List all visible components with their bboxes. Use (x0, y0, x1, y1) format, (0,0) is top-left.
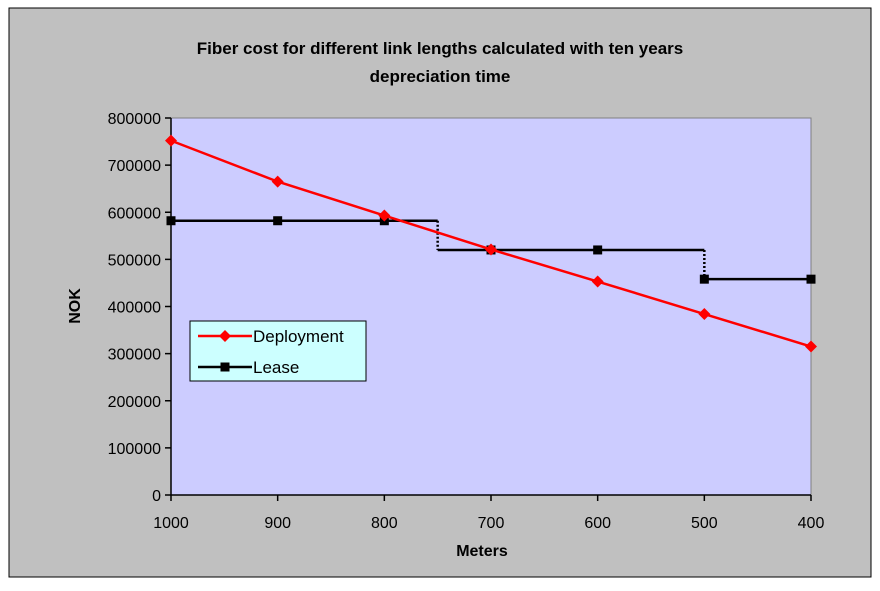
series-layer (165, 134, 817, 353)
legend: Deployment Lease (189, 320, 367, 382)
y-tick-label: 200000 (108, 394, 161, 411)
data-point-marker (591, 275, 604, 288)
data-point-marker (593, 245, 603, 255)
y-tick-label: 400000 (108, 300, 161, 317)
legend-box (189, 320, 367, 382)
chart-title-line-2: depreciation time (370, 67, 511, 86)
y-tick-label: 300000 (108, 347, 161, 364)
data-point-marker (271, 175, 284, 188)
plot-area (170, 117, 812, 496)
legend-marker (220, 362, 230, 372)
y-tick-label: 600000 (108, 205, 161, 222)
y-tick-label: 800000 (108, 111, 161, 128)
legend-marker (219, 330, 231, 342)
x-tick-label: 700 (478, 515, 505, 532)
series-deployment (165, 134, 817, 353)
y-tick-label: 100000 (108, 441, 161, 458)
y-tick-label: 0 (152, 488, 161, 505)
chart-title-line-1: Fiber cost for different link lengths ca… (197, 39, 684, 58)
x-tick-label: 800 (371, 515, 398, 532)
y-tick-label: 700000 (108, 158, 161, 175)
x-tick-label: 500 (691, 515, 718, 532)
y-axis-label: NOK (67, 288, 84, 324)
data-point-marker (273, 216, 283, 226)
data-point-marker (166, 216, 176, 226)
data-point-marker (485, 243, 497, 256)
legend-label: Deployment (253, 327, 344, 346)
x-tick-label: 1000 (153, 515, 189, 532)
x-axis: 1000 900 800 700 600 500 400 (153, 494, 825, 532)
x-axis-label: Meters (456, 543, 508, 560)
data-point-marker (165, 134, 177, 147)
data-point-marker (699, 274, 709, 284)
data-point-marker (806, 274, 816, 284)
y-axis: 0 100000 200000 300000 400000 500000 600000 700… (108, 111, 172, 505)
legend-label: Lease (253, 358, 299, 377)
data-point-marker (805, 340, 817, 353)
data-point-marker (378, 209, 391, 222)
x-tick-label: 400 (798, 515, 825, 532)
x-tick-label: 600 (584, 515, 611, 532)
y-tick-label: 500000 (108, 252, 161, 269)
data-point-marker (698, 308, 711, 321)
x-tick-label: 900 (264, 515, 291, 532)
